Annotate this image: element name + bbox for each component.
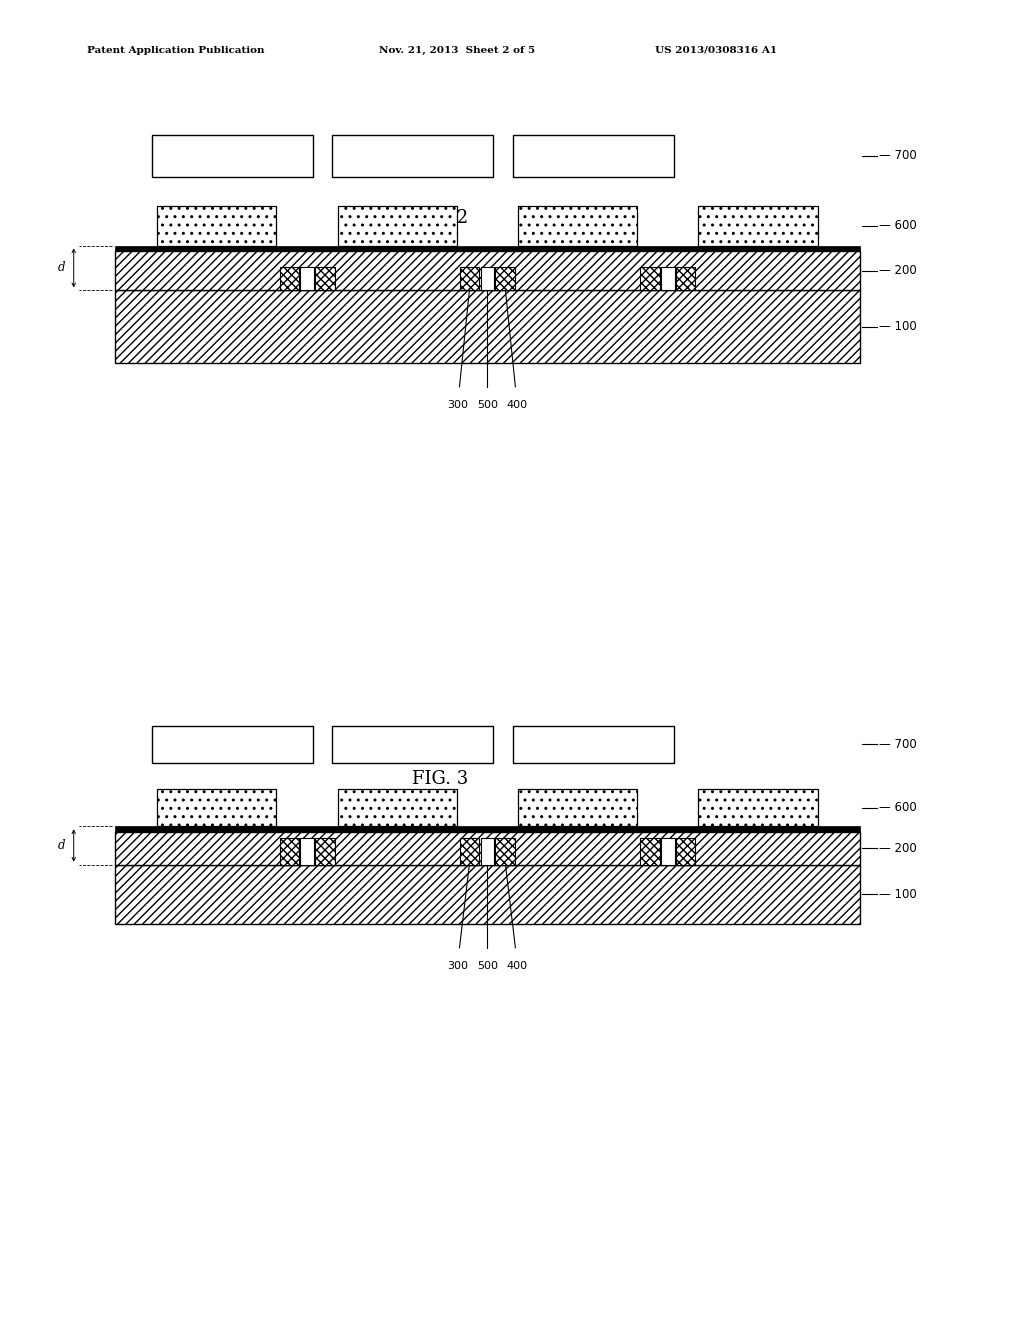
Bar (662, 838, 675, 865)
Bar (518, 206, 637, 246)
Bar (698, 789, 818, 826)
Bar (338, 789, 457, 826)
Bar (513, 726, 674, 763)
Text: — 200: — 200 (879, 264, 916, 277)
Text: 400: 400 (507, 961, 528, 972)
Text: — 700: — 700 (879, 149, 916, 162)
Bar (676, 838, 695, 865)
Text: — 100: — 100 (879, 888, 916, 900)
Text: — 100: — 100 (879, 321, 916, 333)
Bar (115, 251, 860, 290)
Bar (480, 267, 495, 290)
Bar (338, 206, 457, 246)
Bar (496, 267, 515, 290)
Bar (698, 206, 818, 246)
Text: — 600: — 600 (879, 219, 916, 232)
Bar (333, 726, 494, 763)
Bar (640, 838, 659, 865)
Text: US 2013/0308316 A1: US 2013/0308316 A1 (655, 46, 777, 54)
Bar (333, 135, 494, 177)
Bar (518, 789, 637, 826)
Text: — 600: — 600 (879, 801, 916, 814)
Text: — 200: — 200 (879, 842, 916, 854)
Text: — 700: — 700 (879, 738, 916, 751)
Text: d: d (58, 840, 66, 851)
Bar (152, 135, 313, 177)
Bar (115, 246, 860, 251)
Bar (115, 826, 860, 832)
Text: d: d (58, 261, 66, 275)
Bar (280, 838, 299, 865)
Text: Nov. 21, 2013  Sheet 2 of 5: Nov. 21, 2013 Sheet 2 of 5 (379, 46, 535, 54)
Bar (480, 838, 495, 865)
Text: 500: 500 (477, 961, 498, 972)
Bar (496, 838, 515, 865)
Text: 500: 500 (477, 400, 498, 411)
Text: 400: 400 (507, 400, 528, 411)
Bar (157, 789, 276, 826)
Text: 300: 300 (446, 400, 468, 411)
Bar (280, 267, 299, 290)
Bar (157, 206, 276, 246)
Bar (315, 838, 335, 865)
Bar (460, 838, 479, 865)
Bar (640, 267, 659, 290)
Text: FIG. 3: FIG. 3 (413, 770, 468, 788)
Bar (513, 135, 674, 177)
Bar (300, 838, 313, 865)
Bar (152, 726, 313, 763)
Bar (460, 267, 479, 290)
Text: 300: 300 (446, 961, 468, 972)
Bar (662, 267, 675, 290)
Bar (676, 267, 695, 290)
Text: Patent Application Publication: Patent Application Publication (87, 46, 264, 54)
Bar (115, 290, 860, 363)
Text: FIG. 2: FIG. 2 (413, 209, 468, 227)
Bar (315, 267, 335, 290)
Bar (115, 832, 860, 865)
Bar (300, 267, 313, 290)
Bar (115, 865, 860, 924)
